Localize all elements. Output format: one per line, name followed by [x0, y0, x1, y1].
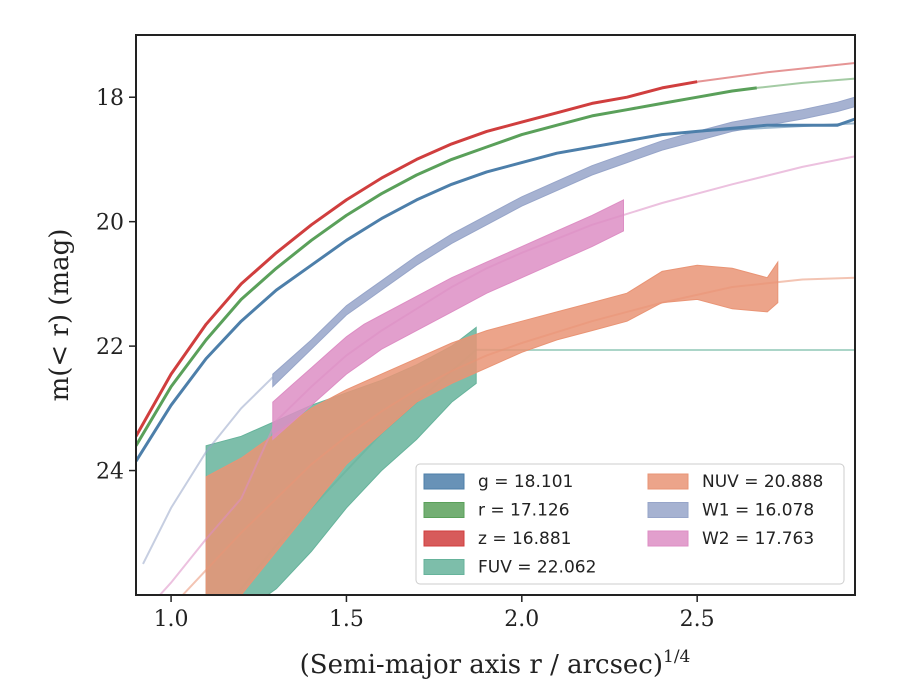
legend-label: W2 = 17.763	[702, 529, 814, 549]
curve-z	[136, 80, 698, 438]
y-tick-label: 18	[96, 86, 124, 111]
y-axis-label: m(< r) (mag)	[45, 229, 75, 402]
x-tick-label: 2.0	[504, 607, 539, 632]
legend-item-w1: W1 = 16.078	[647, 501, 814, 521]
legend-swatch	[647, 502, 689, 518]
curve-g	[136, 117, 855, 462]
legend-label: r = 17.126	[478, 501, 570, 521]
x-tick-label: 1.0	[154, 607, 189, 632]
legend-swatch	[423, 502, 465, 518]
x-tick-label: 2.5	[680, 607, 715, 632]
legend-swatch	[647, 473, 689, 490]
legend-swatch	[423, 530, 465, 547]
legend-item-z: z = 16.881	[423, 529, 571, 549]
legend-label: g = 18.101	[478, 472, 573, 492]
series-g	[136, 117, 855, 462]
y-tick-label: 24	[96, 460, 124, 485]
legend-item-g: g = 18.101	[423, 472, 573, 492]
band-w2	[272, 199, 624, 441]
band-nuv	[205, 260, 779, 595]
x-axis-label-superscript: 1/4	[663, 647, 690, 667]
legend-item-nuv: NUV = 20.888	[647, 472, 823, 492]
band-w1	[272, 96, 855, 388]
curve-r	[136, 86, 757, 447]
series-z	[136, 62, 855, 438]
legend-swatch	[423, 559, 465, 575]
legend-box	[415, 463, 845, 585]
legend-label: W1 = 16.078	[702, 501, 814, 521]
legend-label: z = 16.881	[478, 529, 571, 549]
legend: g = 18.101 r = 17.126 z = 16.881 FUV = 22.0…	[415, 463, 845, 585]
legend-item-r: r = 17.126	[423, 501, 570, 521]
y-tick-label: 20	[96, 211, 124, 236]
legend-swatch	[647, 530, 689, 547]
x-tick-label: 1.5	[329, 607, 364, 632]
series-nuv	[181, 260, 855, 595]
plot-frame	[135, 34, 856, 596]
x-axis-label: (Semi-major axis r / arcsec)1/4	[300, 647, 691, 680]
legend-label: FUV = 22.062	[478, 558, 596, 578]
model-line-w1	[142, 376, 274, 565]
series-layer	[136, 62, 855, 595]
series-w1	[142, 96, 855, 565]
legend-item-w2: W2 = 17.763	[647, 529, 814, 549]
model-line-r	[756, 77, 855, 89]
model-line-z	[697, 62, 855, 83]
series-w2	[158, 155, 855, 595]
ticks-layer: 1.0 1.5 2.0 2.5 18 20 22 24	[96, 86, 715, 632]
y-tick-label: 22	[96, 335, 124, 360]
legend-item-fuv: FUV = 22.062	[423, 558, 596, 578]
legend-swatch	[423, 473, 465, 490]
x-axis-label-text: (Semi-major axis r / arcsec)	[300, 650, 663, 680]
y-axis-label-text: m(< r) (mag)	[45, 229, 75, 402]
legend-label: NUV = 20.888	[702, 472, 823, 492]
series-r	[136, 77, 855, 447]
